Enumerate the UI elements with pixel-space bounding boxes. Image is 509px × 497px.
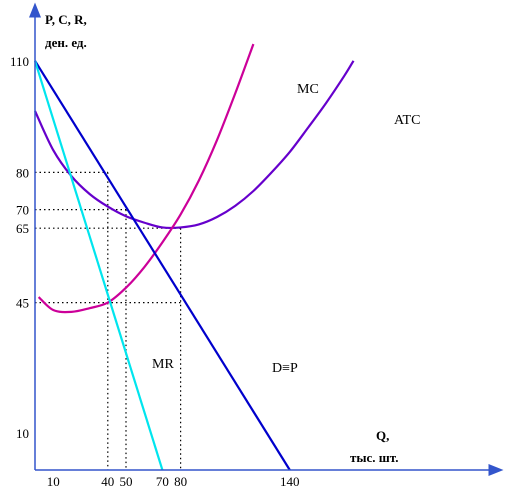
y-tick-label: 10 xyxy=(16,426,29,441)
x-tick-label: 40 xyxy=(101,474,114,489)
x-tick-label: 80 xyxy=(174,474,187,489)
x-axis-title-line2: тыс. шт. xyxy=(350,450,398,465)
y-axis-title-line2: ден. ед. xyxy=(45,35,87,50)
y-tick-label: 65 xyxy=(16,221,29,236)
atc-curve xyxy=(34,60,355,230)
y-tick-label: 70 xyxy=(16,203,29,218)
demand-curve xyxy=(34,60,291,471)
mr-label: MR xyxy=(152,357,174,372)
curve-labels: MC ATC MR D≡P xyxy=(152,82,420,376)
y-tick-label: 45 xyxy=(16,296,29,311)
y-tick-label: 110 xyxy=(10,54,29,69)
tick-labels: 10 40 50 70 80 140 10 45 65 70 80 110 xyxy=(10,54,300,489)
x-tick-label: 140 xyxy=(280,474,300,489)
y-axis-title-line1: P, C, R, xyxy=(45,12,87,27)
mr-curve xyxy=(33,60,164,471)
demand-label: D≡P xyxy=(272,361,298,376)
x-axis-title-line1: Q, xyxy=(376,428,389,443)
mc-curve xyxy=(37,43,255,314)
guide-lines xyxy=(35,171,182,470)
y-tick-label: 80 xyxy=(16,165,29,180)
x-tick-label: 50 xyxy=(120,474,133,489)
atc-label: ATC xyxy=(394,113,420,128)
x-tick-label: 70 xyxy=(156,474,169,489)
x-tick-label: 10 xyxy=(47,474,60,489)
curves xyxy=(33,43,355,471)
mc-label: MC xyxy=(297,82,319,97)
